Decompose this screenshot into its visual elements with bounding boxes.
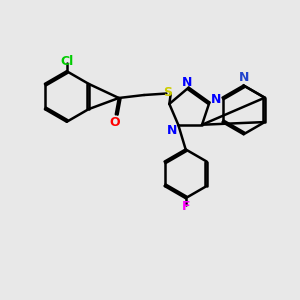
Text: N: N xyxy=(238,71,249,84)
Text: N: N xyxy=(182,76,192,89)
Text: S: S xyxy=(163,85,172,98)
Text: N: N xyxy=(167,124,178,136)
Text: F: F xyxy=(182,200,190,213)
Text: N: N xyxy=(211,93,221,106)
Text: O: O xyxy=(109,116,120,129)
Text: Cl: Cl xyxy=(60,55,74,68)
